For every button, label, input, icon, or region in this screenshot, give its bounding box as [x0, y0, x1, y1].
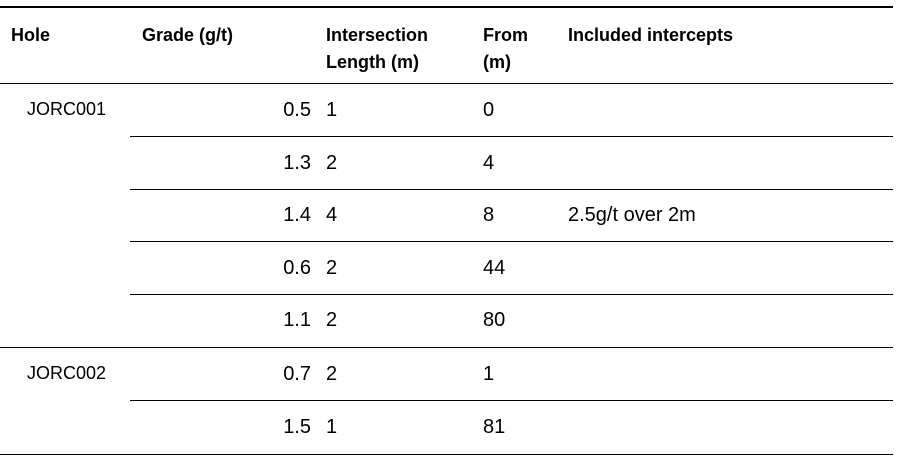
header-from-line1: From	[483, 25, 528, 45]
hole-group-jorc002: JORC002 0.7 2 1 1.5 1 81	[0, 348, 893, 455]
table-header: Hole Grade (g/t) Intersection Length (m)…	[0, 8, 893, 84]
grade-cell: 0.5	[283, 99, 311, 121]
hole-name: JORC001	[27, 99, 107, 119]
header-length-line1: Intersection	[326, 25, 429, 45]
grade-cell: 0.6	[283, 257, 311, 279]
table-row: 1.1 2 80	[130, 294, 893, 346]
length-cell: 2	[326, 309, 338, 331]
table-row: 1.4 4 8 2.5g/t over 2m	[130, 189, 893, 242]
header-from-line2: (m)	[483, 52, 511, 72]
header-length-line2: Length (m)	[326, 52, 419, 72]
grade-cell: 1.1	[283, 309, 311, 331]
table-row: 0.7 2 1	[130, 348, 893, 401]
from-cell: 0	[483, 99, 495, 121]
table-top-rule	[0, 6, 893, 8]
length-cell: 1	[326, 99, 338, 121]
length-cell: 4	[326, 204, 338, 226]
header-included-intercepts: Included intercepts	[568, 25, 734, 45]
grade-cell: 1.3	[283, 152, 311, 174]
grade-cell: 1.5	[283, 416, 311, 438]
grade-cell: 1.4	[283, 204, 311, 226]
hole-name: JORC002	[27, 363, 107, 383]
grade-cell: 0.7	[283, 363, 311, 385]
from-cell: 80	[483, 309, 506, 331]
included-cell: 2.5g/t over 2m	[568, 204, 696, 226]
length-cell: 1	[326, 416, 338, 438]
length-cell: 2	[326, 363, 338, 385]
length-cell: 2	[326, 257, 338, 279]
from-cell: 44	[483, 257, 506, 279]
from-cell: 8	[483, 204, 495, 226]
header-from: From (m)	[483, 22, 543, 76]
from-cell: 81	[483, 416, 506, 438]
table-row: 1.5 1 81	[130, 401, 893, 453]
table-row: 0.6 2 44	[130, 242, 893, 295]
header-hole: Hole	[11, 25, 51, 45]
length-cell: 2	[326, 152, 338, 174]
hole-group-jorc001: JORC001 0.5 1 0 1.3 2 4 1.4 4 8 2.5g/t o…	[0, 84, 893, 348]
header-grade: Grade (g/t)	[142, 25, 234, 45]
from-cell: 1	[483, 363, 495, 385]
header-intersection-length: Intersection Length (m)	[326, 22, 466, 76]
from-cell: 4	[483, 152, 495, 174]
table-row: 0.5 1 0	[130, 84, 893, 137]
table-row: 1.3 2 4	[130, 137, 893, 190]
